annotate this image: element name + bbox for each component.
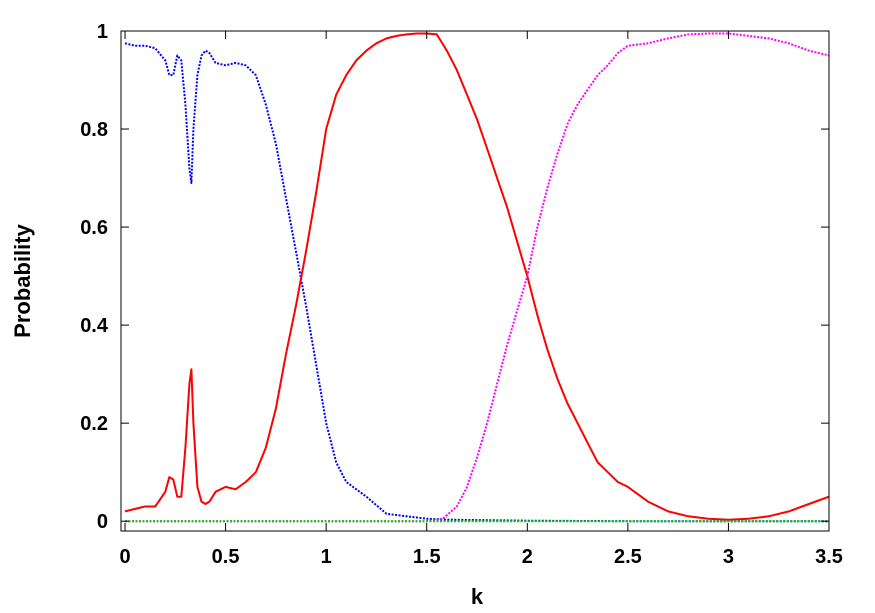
series-line-1	[124, 42, 829, 523]
x-tick-label: 1.5	[413, 546, 441, 568]
x-tick-label: 1	[321, 546, 332, 568]
y-tick-label: 0.6	[80, 217, 108, 239]
x-tick-label: 3.5	[815, 546, 843, 568]
x-tick-label: 2.5	[614, 546, 642, 568]
y-tick-label: 1	[97, 21, 108, 43]
y-tick-label: 0.8	[80, 119, 108, 141]
x-tick-label: 0.5	[212, 546, 240, 568]
y-tick-label: 0.4	[80, 315, 109, 337]
x-tick-label: 2	[522, 546, 533, 568]
y-tick-label: 0.2	[80, 413, 108, 435]
series-layer	[124, 32, 830, 523]
series-line-2	[124, 32, 830, 521]
x-tick-label: 0	[119, 546, 130, 568]
tick-layer: 0 0.5 1 1.5 2 2.5 3 3.5 0 0.2 0.4 0.6 0.8 1	[80, 21, 843, 568]
x-axis-label: k	[471, 584, 484, 609]
y-axis-label: Probability	[10, 223, 35, 337]
x-tick-label: 3	[723, 546, 734, 568]
y-tick-label: 0	[97, 511, 108, 533]
plot-frame	[120, 30, 830, 532]
series-line-3	[125, 32, 830, 523]
